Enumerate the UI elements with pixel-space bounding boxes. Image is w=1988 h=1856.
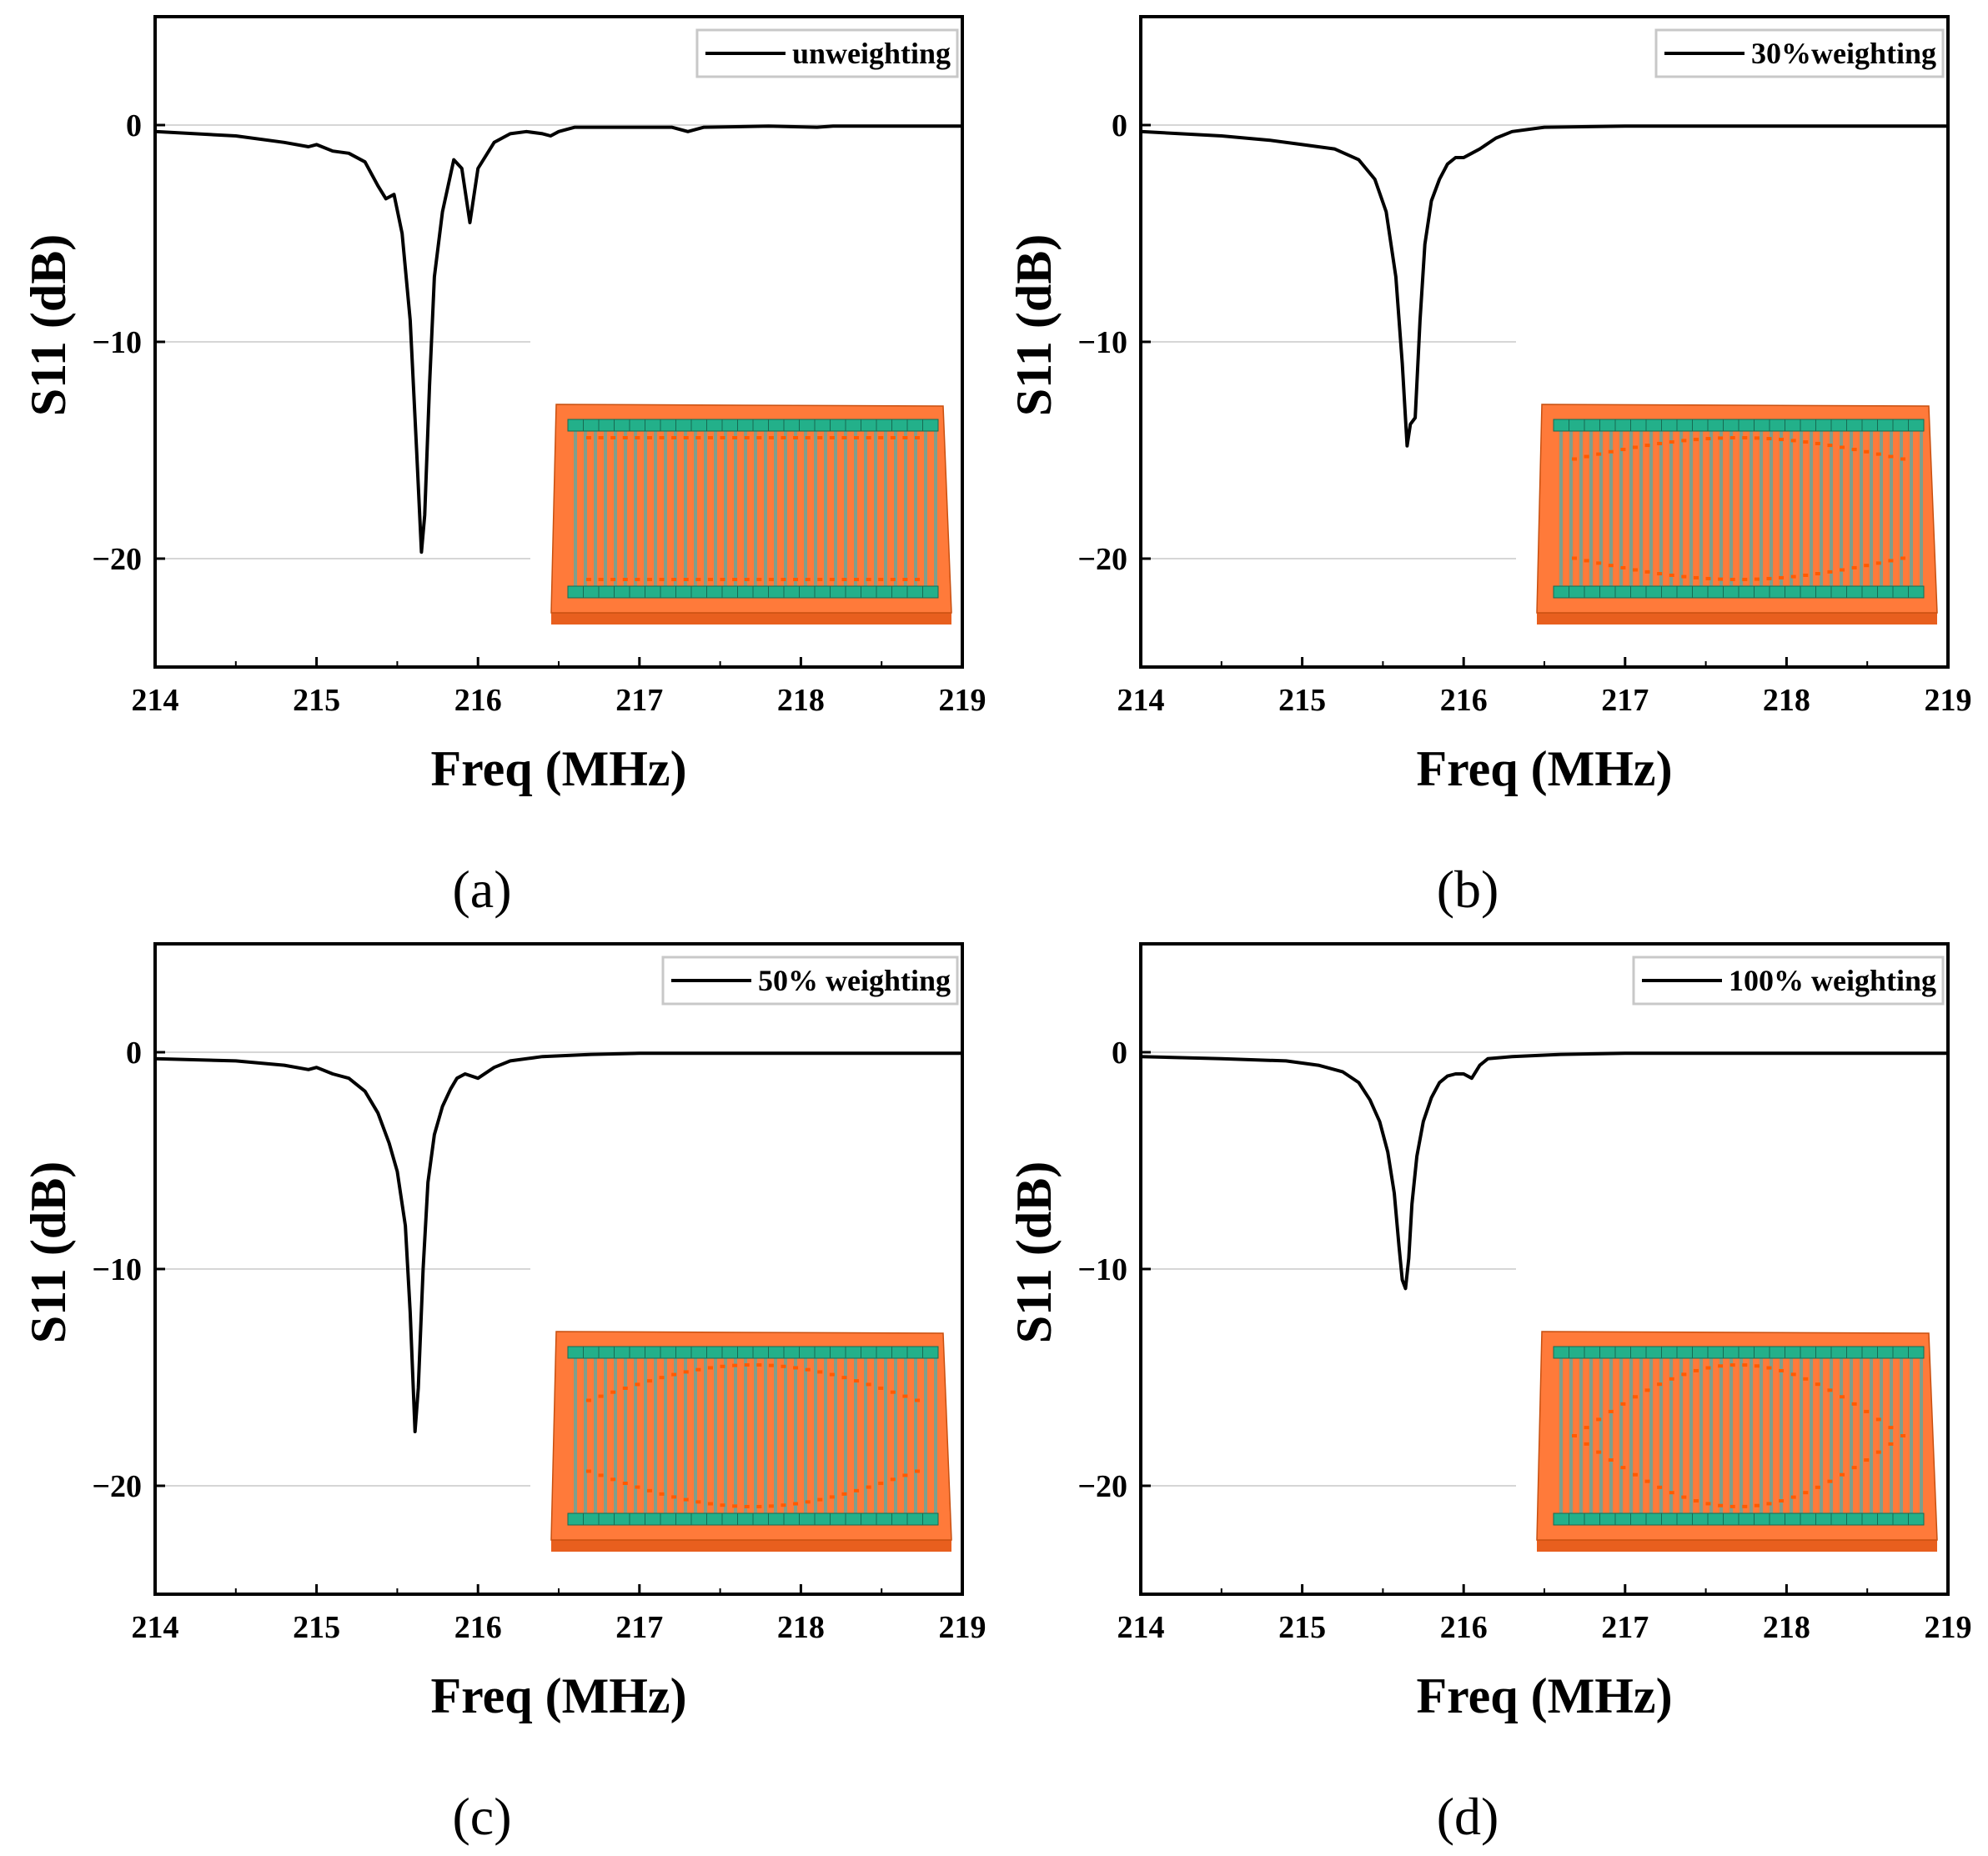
x-tick-label: 219: [1925, 1610, 1972, 1645]
y-tick-label: 0: [126, 108, 142, 143]
x-tick-label: 219: [939, 683, 986, 718]
panel-caption: (c): [452, 1787, 511, 1846]
x-tick-label: 218: [1763, 683, 1810, 718]
x-tick-label: 215: [1278, 683, 1326, 718]
series-line-0: [154, 124, 962, 554]
y-tick-label: −20: [1077, 1469, 1127, 1504]
x-axis-title: Freq (MHz): [1416, 1668, 1672, 1723]
saw-device-inset: [1536, 1331, 1938, 1552]
legend-label: unweighting: [792, 37, 951, 70]
x-tick-label: 215: [293, 683, 340, 718]
x-tick-label: 217: [1601, 1610, 1649, 1645]
x-tick-label: 219: [939, 1610, 986, 1645]
legend-label: 100% weighting: [1729, 964, 1936, 997]
y-tick-label: 0: [126, 1036, 142, 1071]
x-tick-label: 216: [454, 683, 502, 718]
legend: 30%weighting: [1654, 28, 1945, 78]
legend: 50% weighting: [661, 956, 959, 1006]
y-axis-title: S11 (dB): [21, 234, 76, 416]
y-tick-label: −10: [92, 325, 142, 360]
y-tick-label: −20: [1077, 542, 1127, 577]
x-axis-title: Freq (MHz): [430, 741, 686, 796]
series-line-0: [1140, 124, 1948, 448]
chart-panel-a: 214 215 216 217 218 219 0 −10 −20 unweighting Freq…: [21, 15, 986, 919]
y-tick-label: −10: [1077, 1252, 1127, 1287]
y-axis-title: S11 (dB): [1007, 234, 1062, 416]
x-tick-label: 215: [293, 1610, 340, 1645]
series-line-0: [1140, 1051, 1948, 1291]
y-tick-label: 0: [1112, 1036, 1127, 1071]
x-tick-label: 215: [1278, 1610, 1326, 1645]
x-tick-label: 214: [132, 1610, 179, 1645]
x-tick-label: 216: [454, 1610, 502, 1645]
y-tick-label: −10: [92, 1252, 142, 1287]
panel-caption: (a): [452, 860, 511, 919]
legend: 100% weighting: [1632, 956, 1945, 1006]
x-tick-label: 217: [615, 1610, 663, 1645]
y-axis-title: S11 (dB): [1007, 1161, 1062, 1343]
x-tick-label: 219: [1925, 683, 1972, 718]
chart-panel-c: 214 215 216 217 218 219 0 −10 −20 50% weighting Fr…: [21, 942, 986, 1846]
legend-label: 50% weighting: [758, 964, 951, 997]
series-line-0: [154, 1051, 962, 1433]
x-tick-label: 218: [1763, 1610, 1810, 1645]
x-axis-title: Freq (MHz): [430, 1668, 686, 1723]
y-tick-label: −10: [1077, 325, 1127, 360]
x-tick-label: 214: [1117, 683, 1165, 718]
chart-panel-b: 214 215 216 217 218 219 0 −10 −20 30%weighting Fre…: [1007, 15, 1972, 919]
x-tick-label: 217: [615, 683, 663, 718]
chart-panel-d: 214 215 216 217 218 219 0 −10 −20 100% weighting F…: [1007, 942, 1972, 1846]
panel-caption: (b): [1437, 860, 1499, 919]
x-tick-label: 214: [1117, 1610, 1165, 1645]
x-tick-label: 216: [1440, 683, 1488, 718]
panel-caption: (d): [1437, 1787, 1499, 1846]
x-tick-label: 216: [1440, 1610, 1488, 1645]
x-axis-title: Freq (MHz): [1416, 741, 1672, 796]
saw-device-inset: [550, 404, 952, 625]
saw-device-inset: [550, 1331, 952, 1552]
y-axis-title: S11 (dB): [21, 1161, 76, 1343]
legend-label: 30%weighting: [1751, 37, 1936, 70]
saw-device-inset: [1536, 404, 1938, 625]
y-tick-label: −20: [92, 542, 142, 577]
x-tick-label: 217: [1601, 683, 1649, 718]
legend: unweighting: [695, 28, 959, 78]
y-tick-label: 0: [1112, 108, 1127, 143]
x-tick-label: 214: [132, 683, 179, 718]
x-tick-label: 218: [777, 683, 825, 718]
y-tick-label: −20: [92, 1469, 142, 1504]
x-tick-label: 218: [777, 1610, 825, 1645]
